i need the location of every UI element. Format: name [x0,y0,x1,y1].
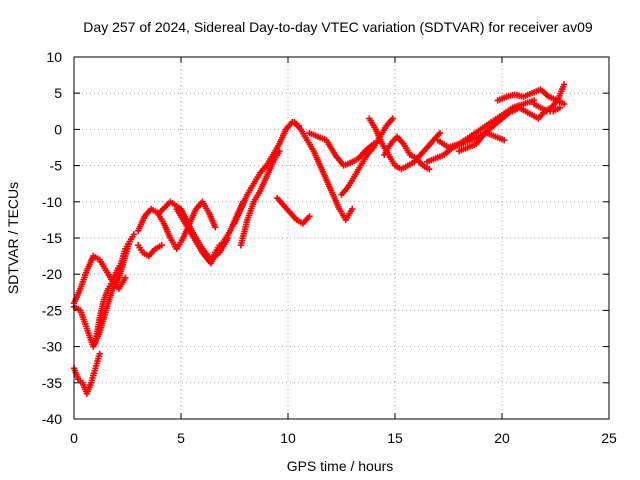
x-tick-label: 5 [177,430,185,446]
plot-frame [73,56,610,420]
y-tick-label: -25 [42,302,62,318]
x-tick-label: 0 [70,430,78,446]
y-tick-label: 10 [46,49,62,65]
data-point [556,104,563,111]
data-point [560,100,568,108]
y-tick-label: -5 [50,158,63,174]
data-series-arc-22 [530,100,563,115]
y-tick-label: -35 [42,375,62,391]
data-series-arc-12 [291,118,356,224]
y-tick-labels: 10 5 0 -5 -10 -15 -20 -25 -30 -35 -40 [42,49,62,427]
data-point [130,231,138,238]
data-point [349,205,356,213]
data-series-arc-7 [173,198,247,267]
data-series-arc-20 [494,86,568,108]
data-series-arc-4 [92,231,138,347]
y-tick-label: -20 [42,266,62,282]
y-tick-label: -30 [42,339,62,355]
y-axis-title: SDTVAR / TECUs [5,182,21,294]
y-tick-label: -10 [42,194,62,210]
chart-title: Day 257 of 2024, Sidereal Day-to-day VTE… [83,19,593,35]
data-point [276,147,283,155]
data-point [389,115,397,122]
y-tick-label: 0 [54,121,62,137]
data-series-arc-15 [366,115,444,173]
data-series-arc-10 [237,147,283,249]
x-tick-label: 20 [494,430,510,446]
data-point [158,242,165,249]
y-tick-label: -40 [42,411,62,427]
data-series-arc-11 [274,194,313,227]
data-points [70,81,568,397]
data-series-arc-16 [381,133,433,173]
data-series-arc-8 [135,242,165,260]
x-tick-label: 25 [601,430,617,446]
x-tick-labels: 0 5 10 15 20 25 [70,430,617,446]
data-point [212,223,219,231]
y-tick-label: -15 [42,230,62,246]
data-series-arc-3 [70,252,129,307]
data-point [560,81,568,88]
data-point [436,129,444,137]
x-axis-title: GPS time / hours [287,458,394,474]
data-point [500,137,508,144]
data-point [426,166,433,173]
y-tick-label: 5 [54,85,62,101]
data-point [96,350,103,358]
x-tick-label: 15 [387,430,403,446]
data-series-arc-19 [456,108,514,155]
grid-lines [74,57,609,419]
x-tick-label: 10 [280,430,296,446]
data-point [306,213,313,220]
data-point [122,274,129,282]
data-series-arc-1 [70,350,103,397]
data-series-arc-18 [434,97,538,151]
